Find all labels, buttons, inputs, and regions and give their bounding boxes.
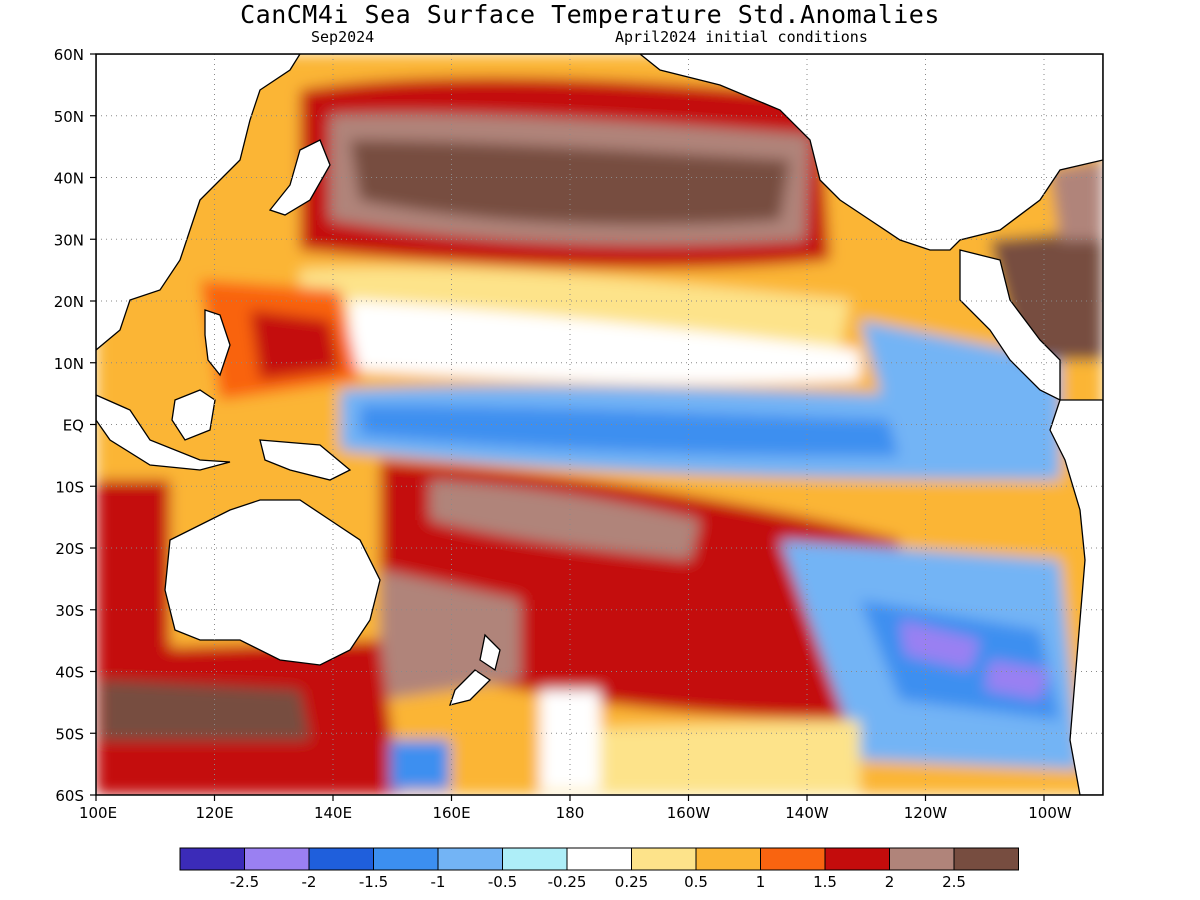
colorbar-label: -0.5 (488, 873, 517, 891)
colorbar-swatch (437, 847, 503, 871)
subtitle-initial-conditions: April2024 initial conditions (615, 28, 868, 46)
indian-ocean-warm (96, 480, 170, 650)
colorbar-label: 1 (756, 873, 766, 891)
lon-tick-label: 120W (904, 804, 948, 822)
subtitle-valid-month: Sep2024 (311, 28, 375, 46)
subtropical-north-white (350, 300, 860, 385)
landmass-philippines (204, 309, 231, 377)
landmass-new-guinea (259, 439, 352, 481)
landmass-australia (164, 499, 381, 666)
landmass-south-america (1049, 399, 1103, 795)
west-pacific-hot (250, 310, 340, 380)
land-layer (96, 54, 1103, 795)
south-pacific-brown (430, 480, 700, 560)
colorbar-swatch (244, 847, 310, 871)
southern-ocean-brown (100, 680, 310, 740)
chart-title: CanCM4i Sea Surface Temperature Std.Anom… (240, 0, 940, 29)
lon-tick-label: 140E (314, 804, 352, 822)
lat-tick-label: 40N (54, 170, 84, 188)
colorbar (179, 847, 1019, 871)
colorbar-label: 2 (885, 873, 895, 891)
colorbar-swatch (953, 847, 1019, 871)
landmass-sumatra-java (96, 394, 231, 471)
tasman-brown (380, 570, 520, 700)
lon-tick-label: 160E (432, 804, 470, 822)
colorbar-swatch (889, 847, 955, 871)
lat-tick-label: 40S (55, 664, 84, 682)
lat-tick-label: 20S (55, 540, 84, 558)
southeast-pacific-core (900, 620, 980, 670)
lon-tick-label: 180 (556, 804, 585, 822)
colorbar-swatch (631, 847, 697, 871)
landmass-japan (268, 139, 331, 216)
colorbar-swatch (308, 847, 374, 871)
colorbar-swatch (566, 847, 632, 871)
lon-tick-labels: 100E 120E 140E 160E 180 160W 140W 120W 1… (79, 804, 1072, 822)
colorbar-swatch (502, 847, 568, 871)
colorbar-swatch (695, 847, 761, 871)
colorbar-label: -2.5 (230, 873, 259, 891)
colorbar-label: -2 (302, 873, 317, 891)
landmass-new-zealand-north (479, 633, 501, 672)
southern-yellow-band (540, 720, 860, 795)
lat-tick-label: 60N (54, 46, 84, 64)
lon-tick-label: 100E (79, 804, 117, 822)
lon-tick-label: 120E (195, 804, 233, 822)
north-pacific-core (350, 140, 790, 225)
atlantic-brown (1050, 160, 1103, 240)
colorbar-label: 2.5 (942, 873, 966, 891)
lat-tick-labels: 60N 50N 40N 30N 20N 10N EQ 10S 20S 30S 4… (54, 46, 84, 805)
graticule (96, 54, 1103, 795)
lat-tick-label: 50N (54, 108, 84, 126)
lat-tick-label: 60S (55, 787, 84, 805)
subantarctic-cold (390, 740, 450, 790)
landmass-asia (96, 54, 301, 351)
lon-tick-label: 160W (667, 804, 711, 822)
equatorial-cold-core (360, 405, 1040, 457)
lat-tick-label: 10N (54, 355, 84, 373)
lat-tick-label: 50S (55, 725, 84, 743)
lon-tick-label: 140W (785, 804, 829, 822)
southern-white-band (540, 690, 600, 790)
colorbar-swatch (373, 847, 439, 871)
colorbar-label: -1.5 (359, 873, 388, 891)
colorbar-label: 0.5 (684, 873, 708, 891)
colorbar-swatch (760, 847, 826, 871)
lat-tick-label: 10S (55, 478, 84, 496)
landmass-borneo (171, 389, 216, 441)
colorbar-label: -0.25 (548, 873, 587, 891)
southeast-pacific-core-2 (985, 660, 1050, 700)
colorbar-label: 1.5 (813, 873, 837, 891)
lat-tick-label: 20N (54, 293, 84, 311)
landmass-north-america (638, 54, 1103, 251)
tick-marks (90, 53, 1045, 801)
lon-tick-label: 100W (1028, 804, 1072, 822)
colorbar-swatch (824, 847, 890, 871)
landmass-new-zealand-south (449, 669, 492, 706)
lat-tick-label: EQ (63, 417, 84, 435)
colorbar-label: -1 (431, 873, 446, 891)
colorbar-labels: -2.5 -2 -1.5 -1 -0.5 -0.25 0.25 0.5 1 1.5 2 2.5 (230, 873, 966, 891)
colorbar-label: 0.25 (615, 873, 648, 891)
colorbar-swatch (179, 847, 245, 871)
lat-tick-label: 30S (55, 602, 84, 620)
lat-tick-label: 30N (54, 231, 84, 249)
